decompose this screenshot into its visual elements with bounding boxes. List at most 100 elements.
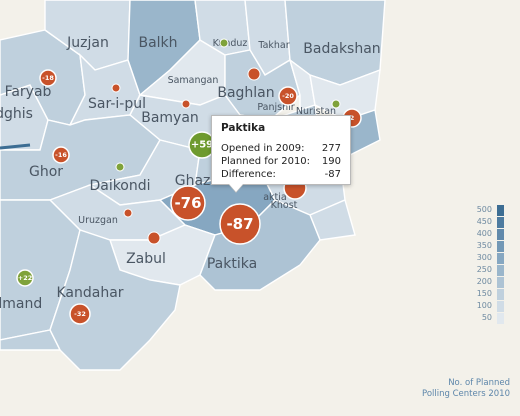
bubble-circle[interactable] — [111, 83, 121, 93]
label-juzjan: Juzjan — [66, 35, 109, 51]
legend-step-label: 300 — [476, 253, 492, 262]
bubble-circle[interactable] — [170, 185, 206, 221]
bubble-kandahar[interactable]: -32 — [69, 303, 91, 325]
tooltip-title: Paktika — [221, 122, 266, 134]
legend-title-line: Polling Centers 2010 — [422, 389, 510, 399]
tooltip-row-planned: Planned for 2010: 190 — [221, 155, 341, 168]
tooltip-label: Difference: — [221, 169, 276, 180]
tooltip-label: Opened in 2009: — [221, 143, 305, 154]
bubble-panjshir[interactable]: -20 — [278, 86, 298, 106]
bubble-value: -16 — [55, 151, 67, 159]
label-nuristan: Nuristan — [296, 106, 336, 117]
tooltip-pointer — [229, 184, 243, 192]
label-badakshan: Badakshan — [303, 41, 380, 57]
legend-swatch — [497, 229, 504, 240]
legend-step-label: 450 — [476, 217, 492, 226]
bubble-circle[interactable] — [278, 86, 298, 106]
color-legend: 500 450 400 350 300 250 200 150 100 50 — [462, 204, 504, 324]
bubble-value: -87 — [226, 215, 253, 233]
legend-step: 250 — [462, 264, 504, 276]
bubble-helmand[interactable]: +22 — [16, 269, 34, 287]
legend-step: 150 — [462, 288, 504, 300]
bubble-value: -76 — [174, 194, 201, 212]
legend-step-label: 200 — [476, 277, 492, 286]
bubble-nuristan[interactable] — [331, 99, 341, 109]
label-balkh: Balkh — [138, 35, 177, 51]
bubble-circle[interactable] — [52, 146, 70, 164]
bubble-value: -32 — [74, 310, 86, 318]
bubble-daikondi[interactable] — [115, 162, 125, 172]
bubble-baghlan[interactable] — [247, 67, 261, 81]
legend-step: 300 — [462, 252, 504, 264]
label-daikondi: Daikondi — [89, 178, 150, 194]
legend-step-label: 350 — [476, 241, 492, 250]
bubble-saripul[interactable] — [111, 83, 121, 93]
label-faryab: Faryab — [5, 84, 52, 100]
bubble-kunduz[interactable] — [219, 38, 229, 48]
province-paktika[interactable] — [199, 199, 321, 291]
difference-bubbles: -18 -20 2 +59 -16 -76 -87 +22 -32 — [16, 38, 362, 325]
tooltip-row-opened: Opened in 2009: 277 — [221, 142, 341, 155]
bubble-ghor[interactable]: -16 — [52, 146, 70, 164]
bubble-uruzgan[interactable] — [123, 208, 133, 218]
bubble-circle[interactable] — [39, 69, 57, 87]
bubble-circle[interactable] — [16, 269, 34, 287]
legend-step-label: 250 — [476, 265, 492, 274]
bubble-ghazni[interactable]: -76 — [170, 185, 206, 221]
bubble-faryab[interactable]: -18 — [39, 69, 57, 87]
bubble-value: 2 — [350, 114, 355, 122]
legend-title: No. of Planned Polling Centers 2010 — [390, 378, 510, 400]
legend-step-label: 50 — [481, 313, 492, 322]
bubble-circle[interactable] — [219, 38, 229, 48]
label-ghazni: Ghazn — [175, 173, 220, 189]
label-ghor: Ghor — [29, 164, 63, 180]
bubble-circle[interactable] — [331, 99, 341, 109]
label-bamyan: Bamyan — [141, 110, 199, 126]
label-badghis: dghis — [0, 106, 33, 122]
bubble-circle[interactable] — [219, 203, 261, 245]
tooltip-value: -87 — [324, 169, 341, 180]
legend-swatch — [497, 277, 504, 288]
bubble-circle[interactable] — [181, 99, 191, 109]
bubble-circle[interactable] — [115, 162, 125, 172]
label-baghlan: Baghlan — [217, 85, 274, 101]
legend-step: 450 — [462, 216, 504, 228]
province-tooltip: Paktika Opened in 2009: 277 Planned for … — [211, 115, 351, 185]
bubble-paktika[interactable]: -87 — [219, 203, 261, 245]
tooltip-value: 277 — [321, 143, 341, 154]
province-helmand-south[interactable] — [0, 329, 62, 351]
river-marker — [0, 143, 31, 150]
legend-step-label: 500 — [476, 205, 492, 214]
bubble-circle[interactable] — [247, 67, 261, 81]
legend-step: 100 — [462, 300, 504, 312]
legend-step: 200 — [462, 276, 504, 288]
bubble-circle[interactable] — [69, 303, 91, 325]
label-paktia: aktia — [263, 192, 287, 203]
legend-swatch — [497, 313, 504, 324]
label-kandahar: Kandahar — [56, 285, 123, 301]
legend-step-label: 150 — [476, 289, 492, 298]
legend-step-label: 100 — [476, 301, 492, 310]
label-panjshir: Panjshir — [257, 102, 294, 113]
label-helmand: elmand — [0, 296, 42, 312]
bubble-value: -20 — [282, 92, 294, 100]
label-samangan: Samangan — [168, 75, 219, 86]
legend-step-label: 400 — [476, 229, 492, 238]
tooltip-row-difference: Difference: -87 — [221, 168, 341, 181]
legend-step: 500 — [462, 204, 504, 216]
bubble-circle[interactable] — [123, 208, 133, 218]
bubble-samangan[interactable] — [181, 99, 191, 109]
legend-swatch — [497, 217, 504, 228]
legend-step: 350 — [462, 240, 504, 252]
legend-step: 400 — [462, 228, 504, 240]
bubble-zabul[interactable] — [147, 231, 161, 245]
legend-swatch — [497, 265, 504, 276]
bubble-value: +59 — [191, 140, 213, 151]
legend-title-line: No. of Planned — [448, 378, 510, 388]
legend-swatch — [497, 205, 504, 216]
bubble-circle[interactable] — [147, 231, 161, 245]
bubble-value: +22 — [18, 274, 33, 282]
legend-swatch — [497, 289, 504, 300]
